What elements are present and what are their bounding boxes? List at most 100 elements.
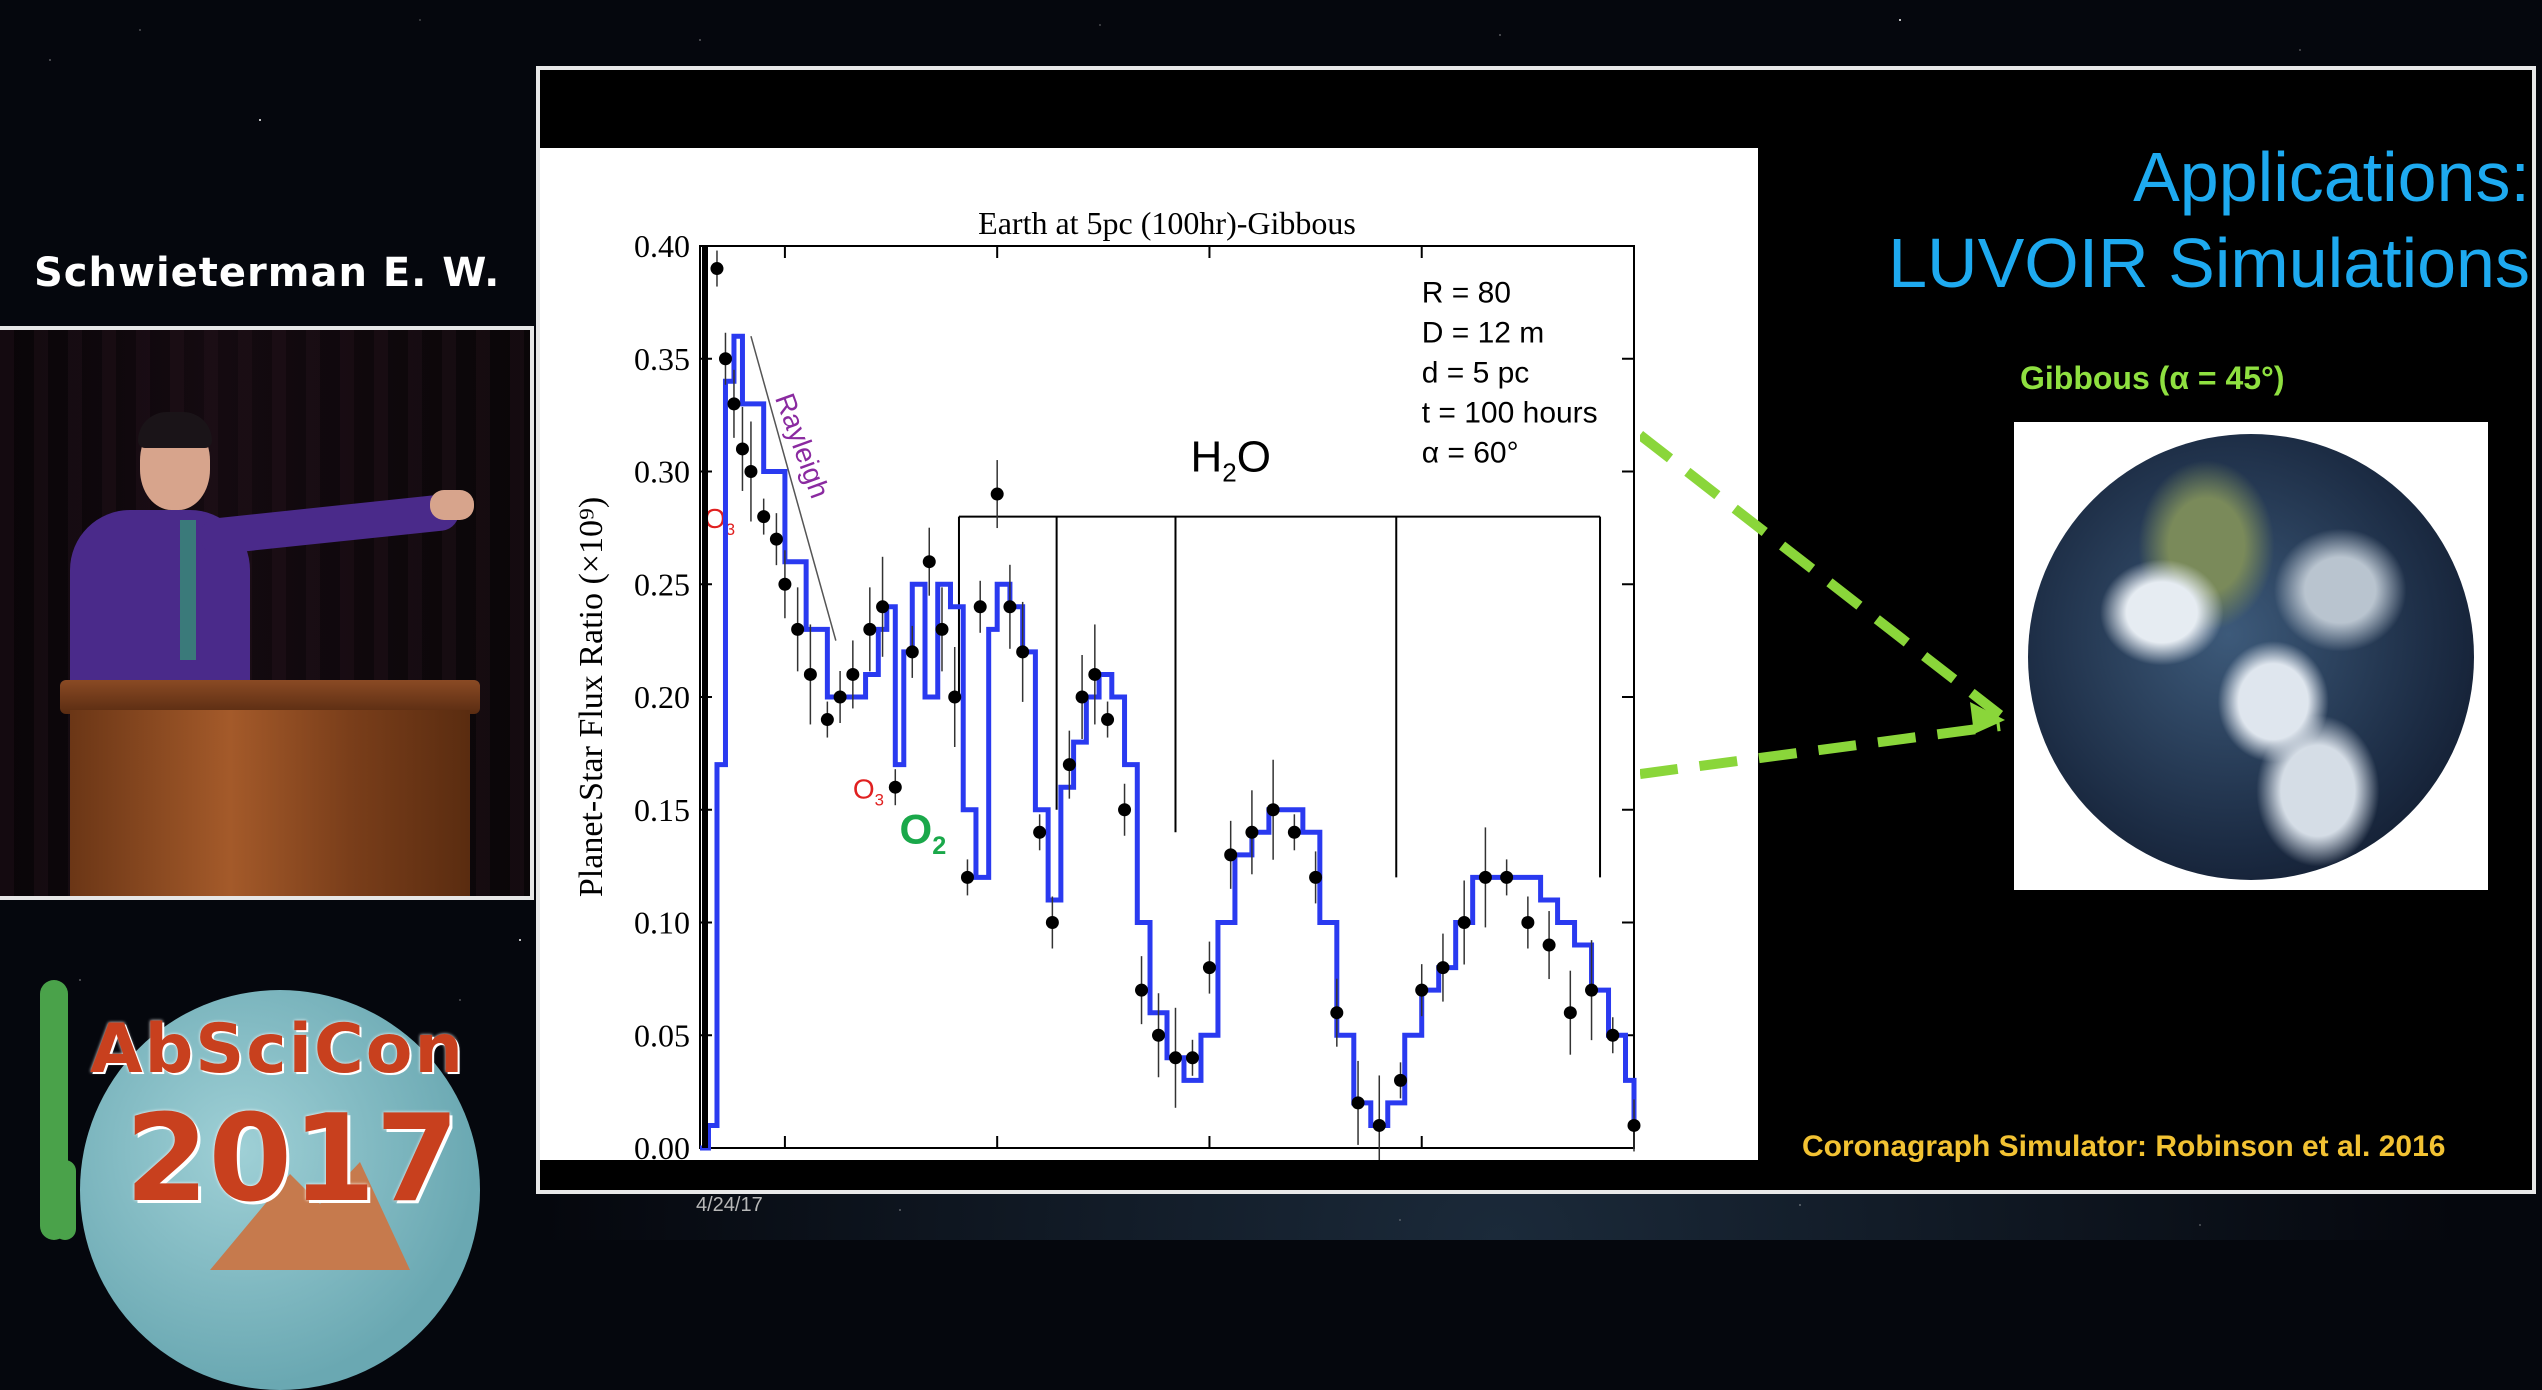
data-point: [889, 781, 902, 794]
data-point: [710, 262, 723, 275]
data-point: [1063, 758, 1076, 771]
data-point: [1267, 803, 1280, 816]
credit-text: Coronagraph Simulator: Robinson et al. 2…: [1802, 1130, 2445, 1164]
param-text: α = 60°: [1422, 436, 1519, 469]
data-point: [846, 668, 859, 681]
data-point: [1076, 691, 1089, 704]
data-point: [1245, 826, 1258, 839]
data-point: [1394, 1074, 1407, 1087]
data-point: [1521, 916, 1534, 929]
speaker-tie: [180, 520, 196, 660]
plot-panel: Earth at 5pc (100hr)-Gibbous 0.5 1.0 1.5 2.0…: [540, 148, 1758, 1160]
o3-label: O3: [704, 503, 735, 539]
y-tick-label: 0.10: [634, 905, 690, 941]
cactus-icon: [40, 980, 68, 1240]
data-point: [863, 623, 876, 636]
data-point: [1186, 1051, 1199, 1064]
data-point: [778, 578, 791, 591]
data-point: [1500, 871, 1513, 884]
logo-title: AbSciCon: [90, 1010, 465, 1089]
y-tick-label: 0.00: [634, 1130, 690, 1160]
data-point: [1585, 984, 1598, 997]
y-tick-label: 0.40: [634, 228, 690, 264]
slide-title-line2: LUVOIR Simulations: [1770, 220, 2530, 306]
data-point: [1309, 871, 1322, 884]
o2-label: O2: [900, 806, 947, 861]
x-tick-label: 1.0: [977, 1159, 1017, 1160]
data-point: [935, 623, 948, 636]
data-point: [1169, 1051, 1182, 1064]
x-tick-label: 0.5: [765, 1159, 805, 1160]
podium: [70, 710, 470, 900]
data-point: [736, 442, 749, 455]
y-tick-label: 0.25: [634, 566, 690, 602]
x-tick-label: 2.5: [1614, 1159, 1654, 1160]
presentation-slide: Earth at 5pc (100hr)-Gibbous 0.5 1.0 1.5 2.0…: [536, 66, 2536, 1194]
data-point: [757, 510, 770, 523]
y-tick-label: 0.20: [634, 679, 690, 715]
data-point: [744, 465, 757, 478]
data-point: [804, 668, 817, 681]
data-point: [1135, 984, 1148, 997]
data-point: [1203, 961, 1216, 974]
data-point: [1479, 871, 1492, 884]
data-point: [791, 623, 804, 636]
data-point: [1628, 1119, 1641, 1132]
pointer-arrows: [1640, 320, 2020, 790]
y-tick-label: 0.05: [634, 1017, 690, 1053]
lower-arrow-line: [1640, 726, 2000, 774]
podium-top: [60, 680, 480, 714]
param-text: D = 12 m: [1422, 316, 1545, 349]
param-text: R = 80: [1422, 276, 1511, 309]
data-point: [1003, 600, 1016, 613]
data-point: [1436, 961, 1449, 974]
data-point: [876, 600, 889, 613]
data-point: [1564, 1006, 1577, 1019]
data-point: [1458, 916, 1471, 929]
speaker-hair: [138, 412, 212, 448]
data-point: [727, 397, 740, 410]
data-point: [923, 555, 936, 568]
y-axis-label: Planet-Star Flux Ratio (×10⁹): [573, 497, 610, 897]
data-point: [961, 871, 974, 884]
earth-image-label: Gibbous (α = 45°): [2020, 360, 2285, 397]
data-point: [991, 488, 1004, 501]
data-point: [906, 645, 919, 658]
param-text: t = 100 hours: [1422, 396, 1598, 429]
data-point: [1415, 984, 1428, 997]
data-point: [834, 691, 847, 704]
data-point: [1101, 713, 1114, 726]
data-point: [1152, 1029, 1165, 1042]
speaker-video: [0, 326, 534, 900]
slide-title: Applications: LUVOIR Simulations: [1770, 134, 2530, 306]
data-point: [1118, 803, 1131, 816]
data-point: [1224, 848, 1237, 861]
conference-logo: AbSciCon 2017: [0, 900, 530, 1240]
slide-date: 4/24/17: [696, 1194, 763, 1217]
logo-year: 2017: [125, 1090, 459, 1229]
data-point: [1330, 1006, 1343, 1019]
data-point: [1543, 939, 1556, 952]
h2o-label: H2O: [1190, 433, 1270, 488]
chart-title: Earth at 5pc (100hr)-Gibbous: [978, 205, 1356, 241]
data-point: [1373, 1119, 1386, 1132]
earth-gibbous-image: [2028, 434, 2474, 880]
spectrum-chart: Earth at 5pc (100hr)-Gibbous 0.5 1.0 1.5 2.0…: [540, 148, 1758, 1160]
o3-label-2: O3: [853, 773, 884, 809]
data-point: [1016, 645, 1029, 658]
data-point: [719, 352, 732, 365]
rayleigh-label: Rayleigh: [769, 389, 835, 502]
uv-noise-spike: [702, 246, 708, 1148]
param-text: d = 5 pc: [1422, 356, 1530, 389]
upper-arrow-line: [1640, 435, 2000, 715]
x-tick-label: 2.0: [1402, 1159, 1442, 1160]
speaker-hand: [430, 490, 474, 520]
data-point: [821, 713, 834, 726]
data-point: [1033, 826, 1046, 839]
data-point: [1606, 1029, 1619, 1042]
data-point: [974, 600, 987, 613]
data-point: [1352, 1096, 1365, 1109]
data-point: [1088, 668, 1101, 681]
slide-title-line1: Applications:: [1770, 134, 2530, 220]
data-point: [1288, 826, 1301, 839]
